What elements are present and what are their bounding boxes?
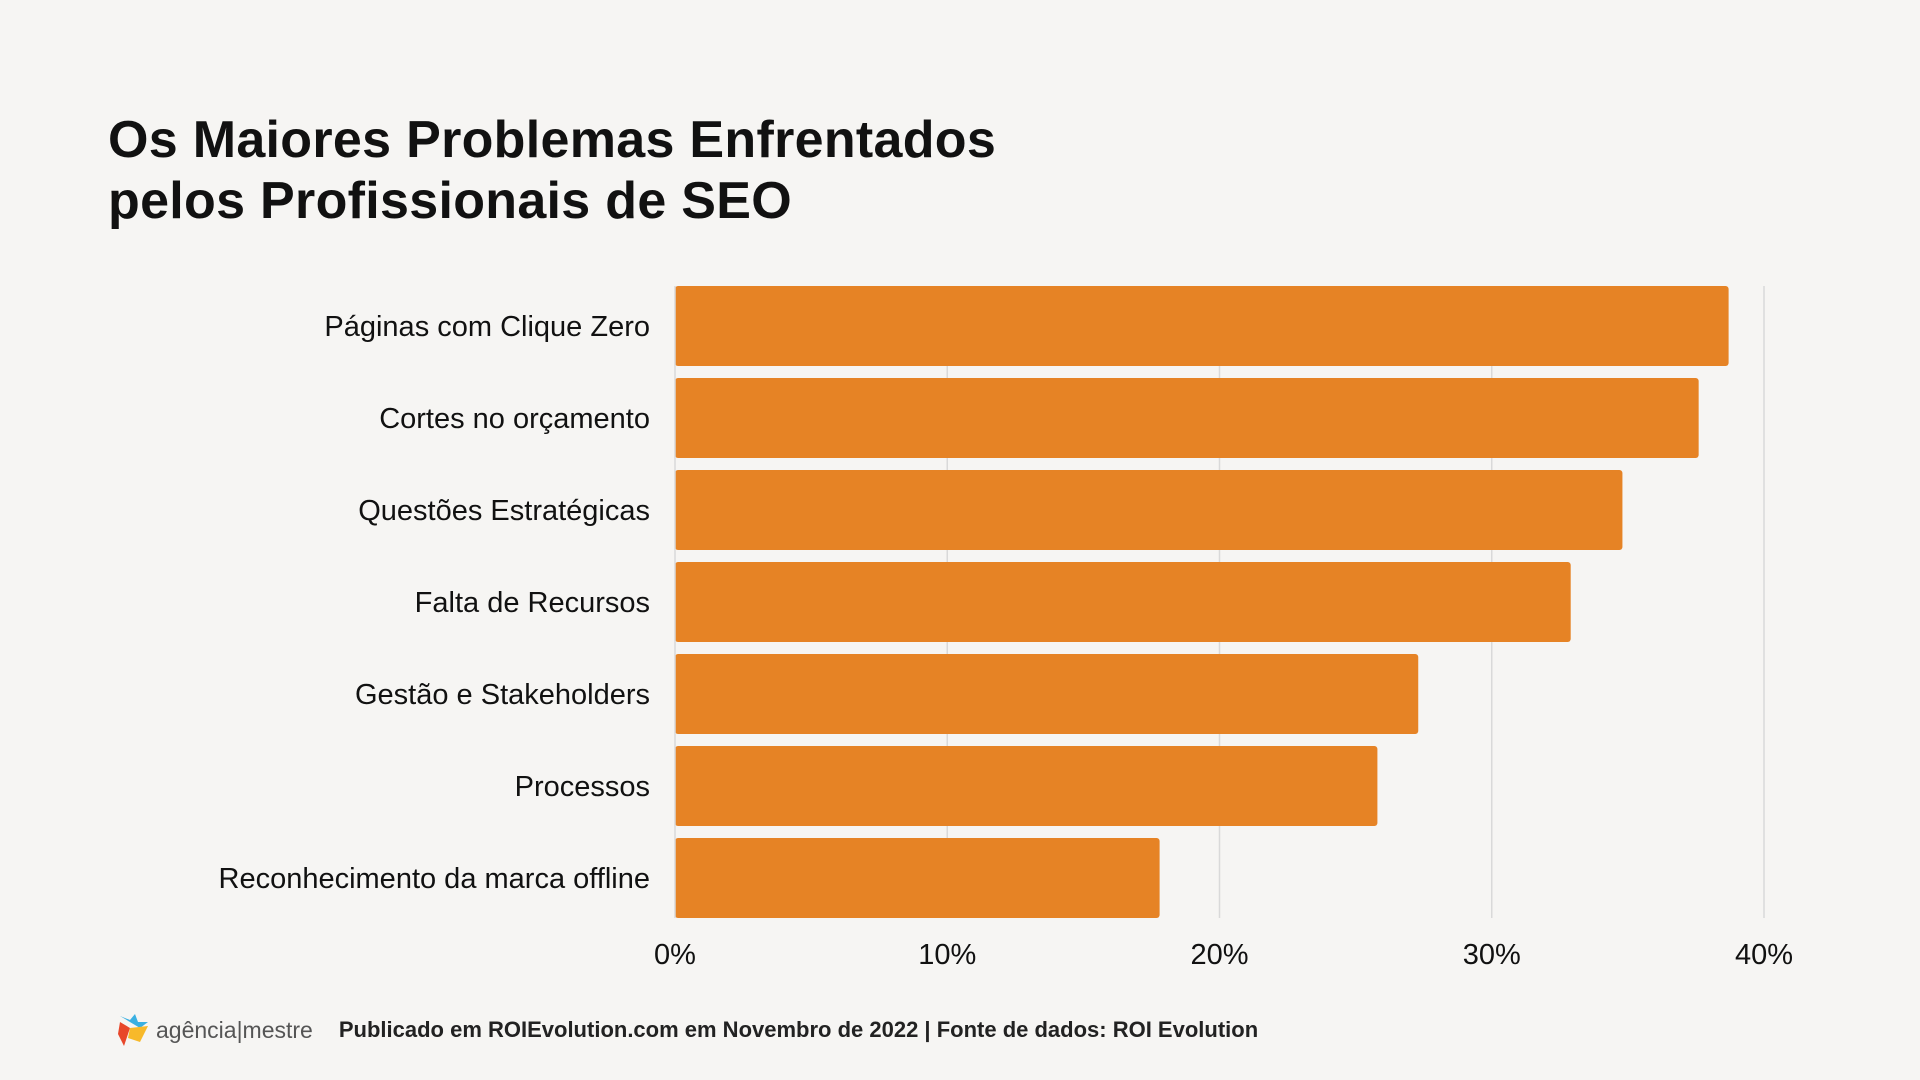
bar xyxy=(675,470,1623,550)
category-label: Reconhecimento da marca offline xyxy=(219,863,651,895)
footer: agência|mestre Publicado em ROIEvolution… xyxy=(118,1012,1258,1048)
logo-icon xyxy=(118,1014,148,1046)
category-label: Questões Estratégicas xyxy=(358,495,650,527)
category-label: Gestão e Stakeholders xyxy=(355,679,650,711)
category-label: Páginas com Clique Zero xyxy=(324,311,650,343)
bar xyxy=(675,746,1378,826)
bar xyxy=(675,378,1699,458)
bar xyxy=(675,562,1571,642)
title-line-2: pelos Profissionais de SEO xyxy=(108,172,793,230)
x-tick-label: 0% xyxy=(654,939,696,971)
bar xyxy=(675,654,1419,734)
x-tick-label: 40% xyxy=(1735,939,1793,971)
x-tick-label: 10% xyxy=(918,939,976,971)
chart-title: Os Maiores Problemas Enfrentados pelos P… xyxy=(108,110,996,232)
bar xyxy=(675,286,1729,366)
bar-chart: 0% 10% 20% 30% 40% Páginas com Clique Zero Cor… xyxy=(219,286,1793,971)
source-note: Publicado em ROIEvolution.com em Novembr… xyxy=(338,1017,1259,1042)
bar xyxy=(675,838,1160,918)
x-tick-label: 20% xyxy=(1190,939,1248,971)
category-label: Cortes no orçamento xyxy=(379,403,650,435)
category-label: Processos xyxy=(515,771,650,803)
x-tick-label: 30% xyxy=(1463,939,1521,971)
logo: agência|mestre xyxy=(118,1012,313,1048)
title-line-1: Os Maiores Problemas Enfrentados xyxy=(108,111,997,169)
logo-text: agência|mestre xyxy=(156,1016,313,1043)
category-label: Falta de Recursos xyxy=(415,587,650,619)
